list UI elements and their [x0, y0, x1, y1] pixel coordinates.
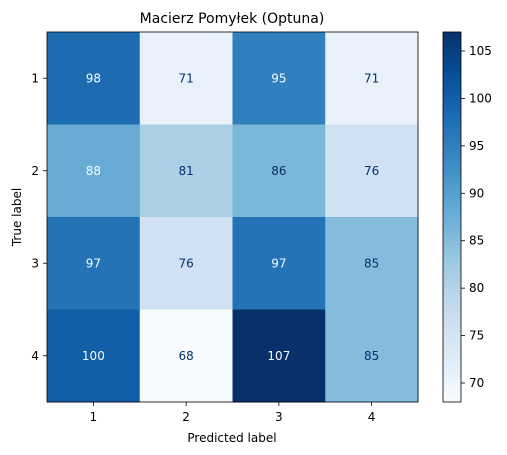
- heatmap-cell: [139, 217, 233, 310]
- y-tick-label: 2: [31, 164, 39, 178]
- x-axis-ticks: 1 2 3 4: [90, 402, 376, 424]
- heatmap-cell: [232, 217, 326, 310]
- cell-value-label: 97: [86, 256, 101, 270]
- y-axis-label: True label: [10, 188, 24, 247]
- heatmap-cell: [47, 124, 141, 218]
- cell-value-label: 85: [364, 256, 379, 270]
- heatmap-cell: [139, 32, 233, 125]
- heatmap-cell: [325, 32, 419, 125]
- x-tick-label: 3: [275, 410, 283, 424]
- colorbar-tick-label: 75: [469, 329, 484, 343]
- cell-value-label: 88: [86, 164, 101, 178]
- y-tick-label: 4: [31, 349, 39, 363]
- heatmap-cell: [232, 309, 326, 403]
- y-tick-label: 1: [31, 71, 39, 85]
- y-tick-label: 3: [31, 256, 39, 270]
- x-axis-label: Predicted label: [187, 431, 276, 445]
- colorbar-ticks: 70 75 80 85 90 95 100 105: [461, 44, 492, 390]
- cell-value-label: 81: [178, 164, 193, 178]
- cell-value-label: 85: [364, 349, 379, 363]
- chart-title: Macierz Pomyłek (Optuna): [140, 11, 325, 27]
- heatmap-cell: [325, 309, 419, 403]
- heatmap-cell: [325, 124, 419, 218]
- colorbar-tick-label: 80: [469, 281, 484, 295]
- colorbar-tick-label: 100: [469, 91, 492, 105]
- y-axis-ticks: 1 2 3 4: [31, 71, 47, 363]
- plot-frame: [46, 31, 419, 403]
- cell-value-label: 86: [271, 164, 286, 178]
- cell-value-label: 68: [178, 349, 193, 363]
- colorbar: [442, 31, 462, 403]
- colorbar-tick-label: 85: [469, 234, 484, 248]
- cell-value-label: 71: [178, 71, 193, 85]
- heatmap-cell: [47, 309, 141, 403]
- heatmap-cell-labels: 98 71 95 71 88 81 86 76 97 76 97 85 100 68 107 85: [82, 71, 379, 363]
- cell-value-label: 71: [364, 71, 379, 85]
- x-tick-label: 4: [368, 410, 376, 424]
- heatmap-cell: [232, 32, 326, 125]
- colorbar-tick-label: 105: [469, 44, 492, 58]
- cell-value-label: 107: [267, 349, 290, 363]
- heatmap-cell: [139, 124, 233, 218]
- cell-value-label: 76: [364, 164, 379, 178]
- colorbar-tick-label: 95: [469, 139, 484, 153]
- heatmap-cell: [47, 217, 141, 310]
- heatmap-cell: [232, 124, 326, 218]
- cell-value-label: 100: [82, 349, 105, 363]
- cell-value-label: 98: [86, 71, 101, 85]
- cell-value-label: 97: [271, 256, 286, 270]
- colorbar-tick-label: 90: [469, 186, 484, 200]
- heatmap-cell: [139, 309, 233, 403]
- heatmap-cell: [47, 32, 141, 125]
- cell-value-label: 95: [271, 71, 286, 85]
- cell-value-label: 76: [178, 256, 193, 270]
- x-tick-label: 1: [90, 410, 98, 424]
- x-tick-label: 2: [182, 410, 190, 424]
- heatmap-cell: [325, 217, 419, 310]
- heatmap-cells: [47, 32, 419, 403]
- colorbar-tick-label: 70: [469, 376, 484, 390]
